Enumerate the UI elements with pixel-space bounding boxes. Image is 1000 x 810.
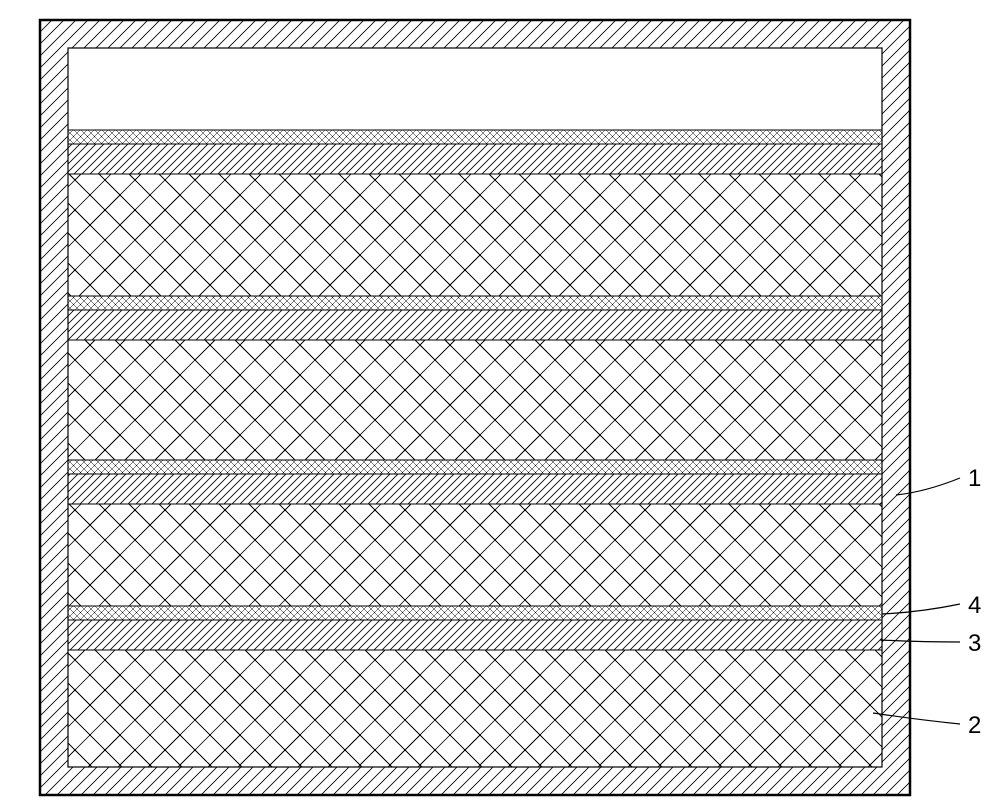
layer-crosshatch [68, 130, 882, 144]
layer-diag_fine [68, 144, 882, 174]
layer-diag_fine [68, 620, 882, 650]
callout-label-3: 3 [968, 630, 981, 658]
layer-weave [68, 650, 882, 767]
callout-label-4: 4 [968, 592, 981, 620]
layer-weave [68, 340, 882, 460]
layer-empty [68, 48, 882, 130]
callout-label-2: 2 [968, 712, 981, 740]
layer-weave [68, 174, 882, 296]
layer-crosshatch [68, 296, 882, 310]
layer-crosshatch [68, 460, 882, 474]
layer-diag_fine [68, 310, 882, 340]
diagram-stage: 1 4 3 2 [0, 0, 1000, 810]
diagram-svg [0, 0, 1000, 810]
callout-label-1: 1 [968, 465, 981, 493]
layer-crosshatch [68, 606, 882, 620]
layer-weave [68, 504, 882, 606]
layer-diag_fine [68, 474, 882, 504]
